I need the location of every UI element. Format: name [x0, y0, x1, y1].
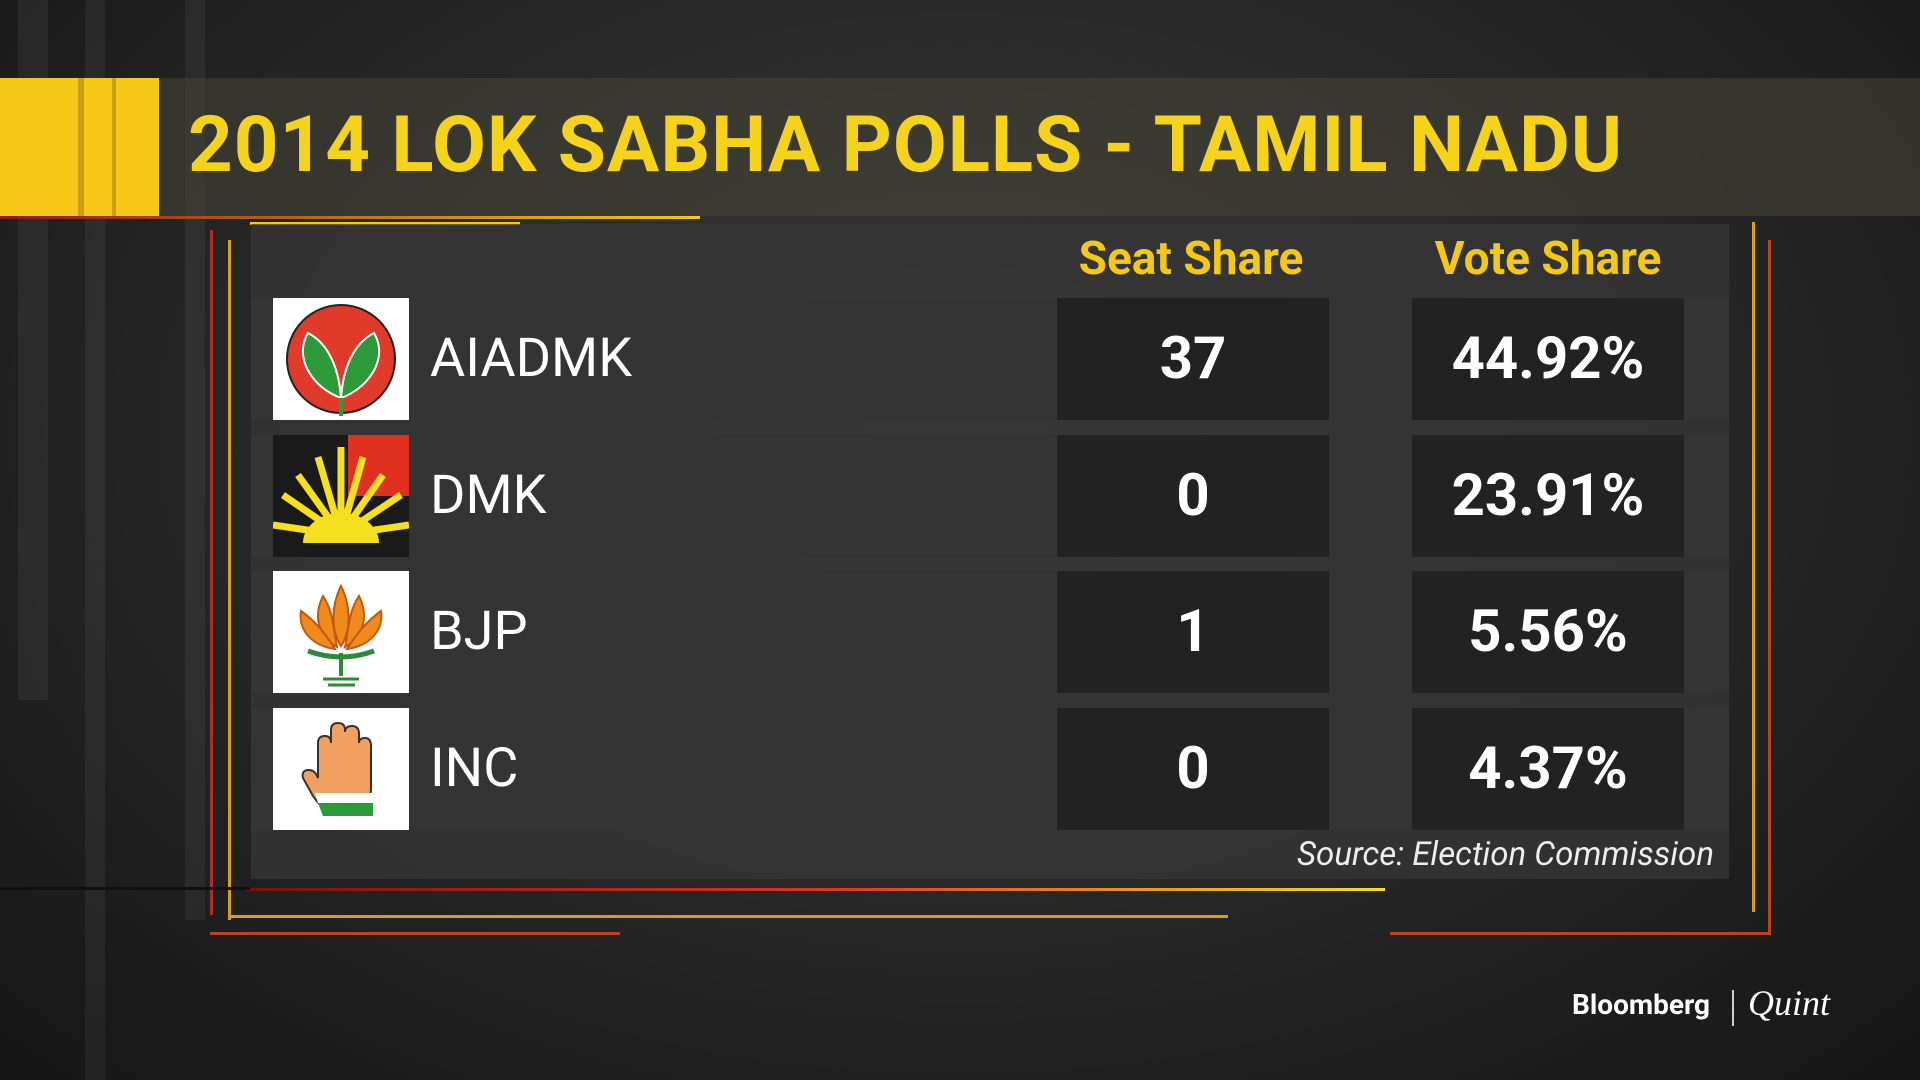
party-logo [273, 708, 409, 830]
vote-share: 5.56% [1412, 571, 1684, 693]
source-note: Source: Election Commission [1297, 835, 1714, 874]
frame-line [1768, 240, 1771, 935]
party-name: BJP [430, 600, 528, 663]
brand-bloomberg: Bloomberg [1572, 988, 1711, 1021]
frame-line [228, 240, 231, 920]
brand-quint: Quint [1748, 983, 1831, 1023]
party-logo [273, 435, 409, 557]
seat-share: 1 [1057, 571, 1329, 693]
frame-line [210, 230, 213, 915]
title-accent-gap [112, 78, 116, 216]
accent-line [250, 222, 520, 225]
brand-separator [1732, 990, 1734, 1026]
column-header: Seat Share [1078, 232, 1304, 286]
inc-symbol [301, 721, 373, 816]
column-header: Vote Share [1434, 232, 1662, 286]
seat-share: 37 [1057, 298, 1329, 420]
party-name: DMK [430, 464, 547, 527]
frame-line [210, 932, 620, 935]
party-name: AIADMK [430, 327, 633, 390]
title-accent-gap [78, 78, 84, 216]
frame-line [228, 915, 1228, 918]
frame-line [245, 888, 1385, 891]
bg-stripe [85, 0, 105, 1080]
frame-line [0, 887, 250, 890]
party-name: INC [430, 737, 519, 800]
frame-line [1752, 222, 1755, 912]
seat-share: 0 [1057, 708, 1329, 830]
title-bar [0, 78, 1920, 216]
title: 2014 LOK SABHA POLLS - TAMIL NADU [188, 100, 1624, 191]
seat-share: 0 [1057, 435, 1329, 557]
vote-share: 4.37% [1412, 708, 1684, 830]
accent-line [0, 216, 700, 219]
bjp-symbol [299, 583, 383, 687]
bg-stripe [185, 0, 205, 920]
party-logo [273, 571, 409, 693]
aiadmk-symbol [286, 304, 396, 416]
party-logo [273, 298, 409, 420]
vote-share: 23.91% [1412, 435, 1684, 557]
dmk-symbol [273, 435, 409, 543]
vote-share: 44.92% [1412, 298, 1684, 420]
frame-line [1390, 932, 1770, 935]
